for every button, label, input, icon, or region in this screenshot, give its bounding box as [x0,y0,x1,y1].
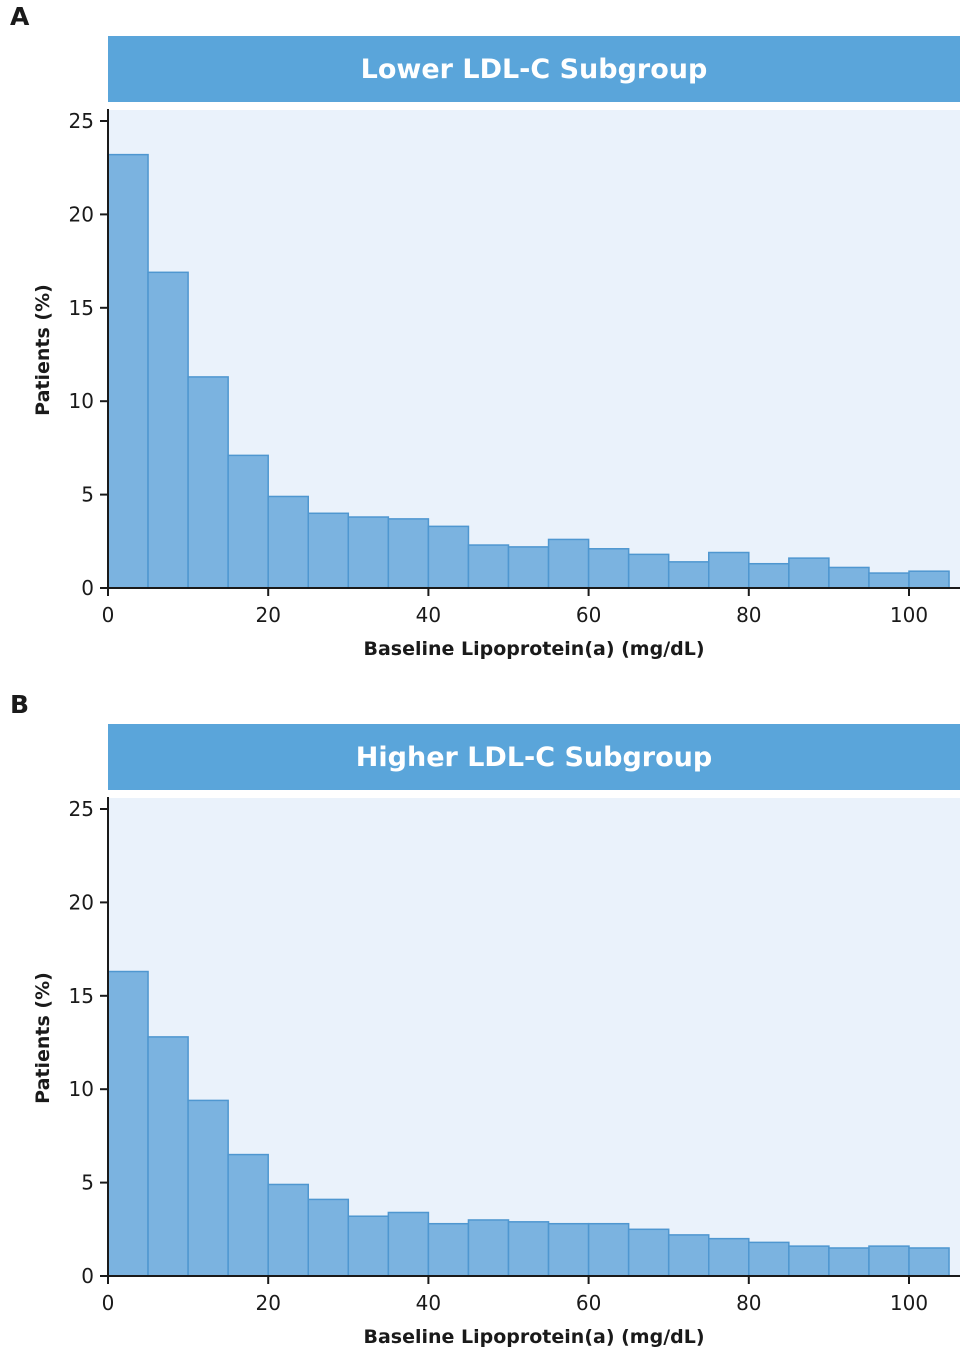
chart-panel-a: A Lower LDL-C Subgroup 0 5 10 15 20 25 0 20 40 60… [0,0,960,672]
histogram-bar [307,1198,350,1277]
y-tick-label: 20 [69,890,94,914]
histogram-bar [788,557,830,589]
chart-title-bar: Higher LDL-C Subgroup [108,724,960,790]
histogram-bar [587,548,630,589]
x-tick-label: 40 [416,603,441,627]
histogram-bar [387,1211,430,1277]
y-tick-label: 0 [81,576,94,600]
histogram-bar [708,551,750,589]
x-tick-label: 80 [736,603,761,627]
y-tick-label: 20 [69,202,94,226]
histogram-bar [908,570,950,589]
histogram-bar [868,1245,910,1277]
histogram-bar [708,1237,750,1277]
histogram-bar [547,1222,590,1277]
histogram-bar [267,1183,310,1277]
histogram-bar [507,546,550,589]
x-tick-label: 100 [890,1291,928,1315]
x-tick-label: 60 [576,1291,601,1315]
histogram-bar [347,516,390,589]
chart-panel-b: B Higher LDL-C Subgroup 0 5 10 15 20 25 0 20 40 6… [0,688,960,1360]
histogram-bar [828,1247,870,1277]
histogram-bar [507,1221,550,1277]
histogram-chart: 0 5 10 15 20 25 0 20 40 60 80 100 [69,797,960,1315]
histogram-bar [107,153,149,589]
x-tick-label: 0 [102,1291,115,1315]
chart-title-bar: Lower LDL-C Subgroup [108,36,960,102]
histogram-bar [147,1036,189,1277]
x-tick-label: 40 [416,1291,441,1315]
histogram-bar [387,518,430,589]
histogram-bar [547,538,590,589]
panel-label: B [10,690,30,719]
histogram-bar [227,454,269,589]
histogram-bar [627,1228,670,1277]
histogram-bar [667,561,710,589]
y-tick-label: 15 [69,984,94,1008]
histogram-bar [467,1219,510,1277]
histogram-bar [347,1215,390,1277]
panel-label: A [10,2,30,31]
histogram-bar [467,544,510,589]
x-tick-label: 20 [255,603,280,627]
histogram-bar [307,512,350,589]
y-tick-label: 15 [69,296,94,320]
chart-title: Lower LDL-C Subgroup [360,53,708,85]
x-tick-label: 20 [255,1291,280,1315]
y-tick-label: 25 [69,797,94,821]
histogram-bar [908,1247,950,1277]
histogram-chart: 0 5 10 15 20 25 0 20 40 60 80 100 [69,109,960,627]
histogram-bar [748,562,790,589]
histogram-bar [267,495,310,589]
chart-title: Higher LDL-C Subgroup [355,741,713,773]
histogram-bar [627,553,670,589]
histogram-bar [748,1241,790,1277]
x-tick-label: 80 [736,1291,761,1315]
x-tick-label: 0 [102,603,115,627]
y-tick-label: 10 [69,1077,94,1101]
histogram-bar [187,1099,229,1277]
histogram-bar [868,572,910,589]
x-tick-label: 100 [890,603,928,627]
y-tick-label: 5 [81,1171,94,1195]
x-tick-label: 60 [576,603,601,627]
y-axis-label: Patients (%) [32,284,54,416]
histogram-bar [107,970,149,1277]
x-axis-label: Baseline Lipoprotein(a) (mg/dL) [363,1326,705,1348]
histogram-bar [828,566,870,589]
histogram-bar [187,376,229,589]
y-tick-label: 25 [69,109,94,133]
histogram-bar [427,525,470,589]
y-axis-label: Patients (%) [32,972,54,1104]
histogram-bar [667,1234,710,1277]
histogram-bar [788,1245,830,1277]
y-tick-label: 5 [81,483,94,507]
histogram-bar [427,1222,470,1277]
y-tick-label: 0 [81,1264,94,1288]
histogram-bar [587,1222,630,1277]
histogram-bar [227,1153,269,1277]
x-axis-label: Baseline Lipoprotein(a) (mg/dL) [363,638,705,660]
histogram-bar [147,271,189,589]
y-tick-label: 10 [69,389,94,413]
